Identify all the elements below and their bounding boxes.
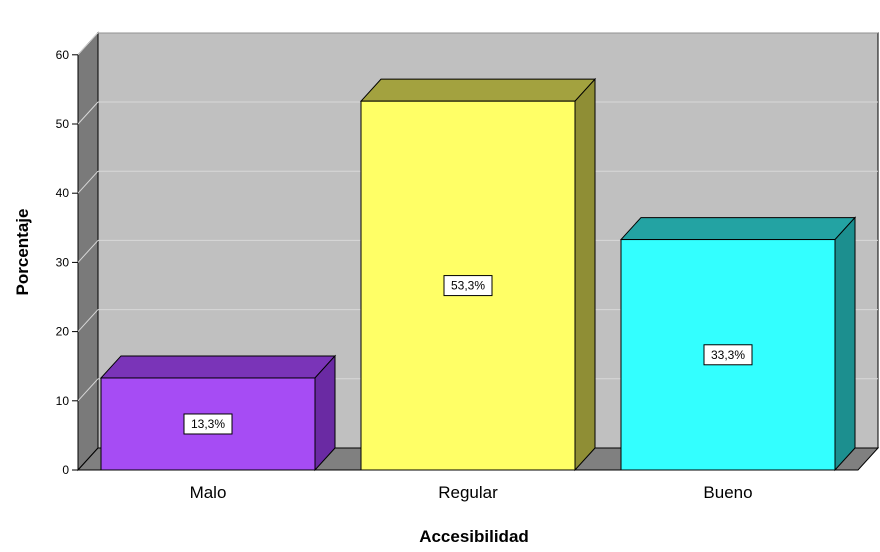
data-label-box (443, 275, 493, 297)
bar-side-face (834, 216, 856, 472)
data-label: 53,3% (443, 275, 493, 297)
bar-top-face (359, 78, 597, 102)
y-tick-label: 50 (56, 117, 70, 131)
bar-top-face (99, 355, 337, 379)
y-tick-label: 10 (56, 394, 70, 408)
data-label-text: 33,3% (711, 348, 745, 362)
x-tick-label: Regular (438, 483, 498, 502)
y-tick-label: 40 (56, 186, 70, 200)
data-label: 13,3% (183, 413, 233, 435)
gridline-side (77, 170, 99, 194)
y-tick-label: 0 (62, 463, 69, 477)
gridline-side (77, 32, 99, 56)
bar-side-face (574, 77, 596, 472)
y-tick-label: 20 (56, 325, 70, 339)
y-axis-ticks: 0 10 20 30 40 50 60 (56, 48, 78, 477)
bar-top-face (619, 217, 857, 241)
x-axis-title: Accesibilidad (419, 527, 529, 546)
y-tick-label: 60 (56, 48, 70, 62)
data-label-box (183, 413, 233, 435)
gridline-side (77, 101, 99, 125)
y-tick-label: 30 (56, 255, 70, 269)
gridline-side (77, 378, 99, 402)
y-axis-title: Porcentaje (13, 209, 32, 296)
data-label-text: 53,3% (451, 279, 485, 293)
data-label: 33,3% (703, 344, 753, 366)
bar-bueno: 33,3% (619, 216, 857, 472)
x-axis-labels: Malo Regular Bueno (190, 483, 753, 502)
gridline-side (77, 240, 99, 263)
data-label-text: 13,3% (191, 417, 225, 431)
bars: 13,3% 53,3% 33,3% (99, 77, 857, 472)
bar-regular: 53,3% (359, 77, 597, 472)
gridline-side (77, 309, 99, 332)
bar-malo: 13,3% (99, 354, 337, 472)
data-label-box (703, 344, 753, 366)
x-tick-label: Malo (190, 483, 227, 502)
x-tick-label: Bueno (703, 483, 752, 502)
